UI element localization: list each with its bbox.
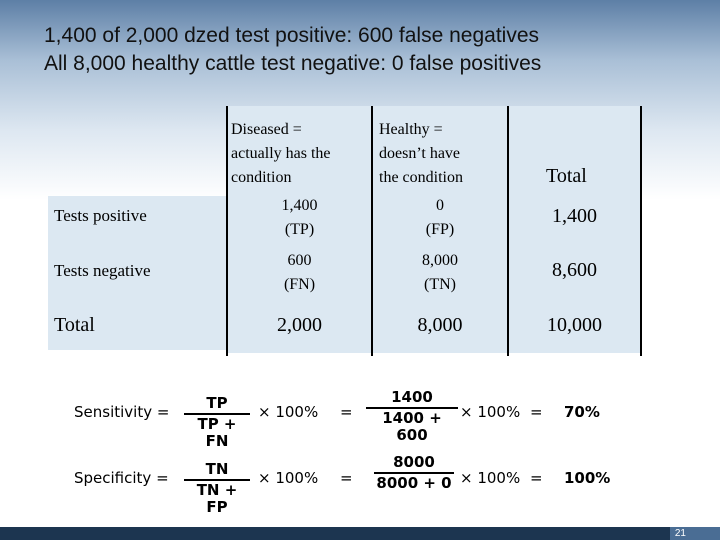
specificity-calc-bar <box>374 472 454 474</box>
footer-bar <box>0 527 720 540</box>
specificity-label: Specificity = <box>74 469 169 487</box>
title-line-2: All 8,000 healthy cattle test negative: … <box>44 52 542 75</box>
row-label-total: Total <box>54 314 95 336</box>
table-divider-3 <box>507 106 509 356</box>
header-healthy: Healthy = doesn’t have the condition <box>379 121 463 186</box>
header-total: Total <box>546 165 587 187</box>
cell-fn: 600 (FN) <box>283 252 316 293</box>
table-divider-4 <box>640 106 642 356</box>
sensitivity-times: × 100% <box>258 403 319 421</box>
table-body-background <box>228 106 640 353</box>
sensitivity-calc-bar <box>366 407 458 409</box>
cell-grand-total: 10,000 <box>547 314 602 336</box>
slide-title: 1,400 of 2,000 dzed test positive: 600 f… <box>44 22 541 78</box>
cell-tp: 1,400 (TP) <box>281 197 318 238</box>
specificity-calc-fraction: 8000 8000 + 0 <box>374 454 454 492</box>
specificity-equals: = <box>340 469 353 487</box>
sensitivity-calc-denominator: 1400 + 600 <box>382 409 442 444</box>
sensitivity-label: Sensitivity = <box>74 403 170 421</box>
table-divider-1 <box>226 106 228 356</box>
sensitivity-fraction-bar <box>184 413 250 415</box>
sensitivity-calc-equals: = <box>530 403 543 421</box>
row-label-tests-negative: Tests negative <box>54 261 151 280</box>
specificity-denominator: TN + FP <box>196 481 238 516</box>
specificity-numerator: TN <box>205 460 229 478</box>
cell-positive-total: 1,400 <box>552 205 597 227</box>
specificity-fraction: TN TN + FP <box>184 461 250 516</box>
sensitivity-denominator: TP + FN <box>197 415 237 450</box>
sensitivity-calc-times: × 100% <box>460 403 521 421</box>
row-label-tests-positive: Tests positive <box>54 206 147 225</box>
cell-diseased-total: 2,000 <box>277 314 322 336</box>
specificity-calc-numerator: 8000 <box>393 453 435 471</box>
title-line-1: 1,400 of 2,000 dzed test positive: 600 f… <box>44 24 540 47</box>
specificity-result: 100% <box>564 469 611 487</box>
specificity-calc-times: × 100% <box>460 469 521 487</box>
specificity-calc-denominator: 8000 + 0 <box>376 474 452 492</box>
specificity-times: × 100% <box>258 469 319 487</box>
table-divider-2 <box>371 106 373 356</box>
cell-fp: 0 (FP) <box>425 197 455 238</box>
cell-negative-total: 8,600 <box>552 259 597 281</box>
specificity-calc-equals: = <box>530 469 543 487</box>
footer-accent <box>670 527 720 540</box>
header-diseased: Diseased = actually has the condition <box>231 121 331 186</box>
sensitivity-result: 70% <box>564 403 600 421</box>
page-number: 21 <box>674 528 686 539</box>
sensitivity-numerator: TP <box>206 394 228 412</box>
cell-tn: 8,000 (TN) <box>422 252 458 293</box>
row-label-background <box>48 196 226 350</box>
cell-healthy-total: 8,000 <box>417 314 463 336</box>
sensitivity-calc-numerator: 1400 <box>391 388 433 406</box>
sensitivity-fraction: TP TP + FN <box>184 395 250 450</box>
sensitivity-equals: = <box>340 403 353 421</box>
specificity-fraction-bar <box>184 479 250 481</box>
sensitivity-calc-fraction: 1400 1400 + 600 <box>366 389 458 444</box>
